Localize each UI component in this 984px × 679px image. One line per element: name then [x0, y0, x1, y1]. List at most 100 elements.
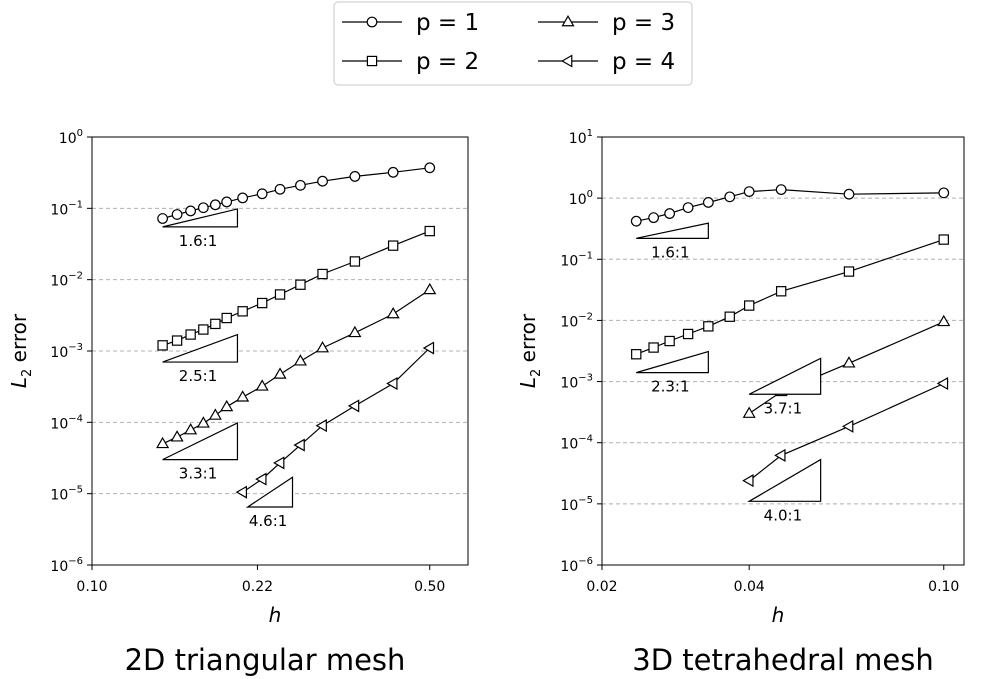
- x-axis-label: h: [269, 603, 282, 627]
- data-point: [274, 289, 286, 300]
- y-tick-exponent: −2: [68, 271, 83, 282]
- data-point: [664, 208, 676, 219]
- data-point: [185, 329, 196, 340]
- y-tick-base: 10: [50, 345, 68, 361]
- y-tick-label: 100: [569, 189, 593, 208]
- y-axis-label-symbol: L: [7, 377, 31, 388]
- legend-label: p = 2: [416, 49, 479, 75]
- data-point: [682, 328, 694, 340]
- y-tick-label: 10−1: [560, 250, 593, 269]
- slope-triangle: 2.3:1: [636, 350, 709, 396]
- data-point: [256, 297, 268, 309]
- slope-label: 4.0:1: [764, 506, 802, 524]
- data-point: [295, 279, 306, 290]
- data-point: [237, 192, 249, 204]
- y-tick-base: 10: [50, 488, 68, 504]
- legend-entry: p = 2: [342, 49, 479, 75]
- y-tick-base: 10: [569, 131, 587, 147]
- data-point: [317, 268, 328, 280]
- series-p-2: [157, 225, 435, 351]
- y-tick-exponent: −4: [68, 413, 83, 424]
- y-tick-label: 10−5: [50, 485, 83, 504]
- data-point: [775, 184, 787, 195]
- legend-entry: p = 3: [538, 10, 675, 36]
- data-point: [843, 266, 855, 277]
- slope-triangle: 1.6:1: [636, 222, 709, 261]
- series-line: [748, 382, 945, 482]
- data-point: [170, 430, 184, 442]
- data-point: [273, 367, 287, 379]
- data-point: [742, 474, 754, 488]
- data-point: [424, 225, 435, 237]
- y-tick-base: 10: [560, 498, 578, 514]
- data-point: [156, 436, 170, 449]
- series-line: [636, 188, 944, 222]
- y-tick-base: 10: [560, 314, 578, 330]
- y-tick-exponent: −1: [578, 250, 593, 261]
- data-point: [386, 307, 400, 319]
- data-point: [648, 212, 659, 224]
- data-point: [210, 318, 221, 330]
- data-point: [171, 335, 183, 346]
- x-tick-label: 0.22: [242, 579, 273, 595]
- panel-title: 2D triangular mesh: [125, 643, 406, 677]
- data-point: [349, 256, 361, 267]
- series-p-1: [630, 184, 950, 227]
- y-axis-label: L2 error: [516, 313, 544, 388]
- slope-triangle: 4.0:1: [746, 458, 822, 524]
- data-point: [220, 399, 234, 412]
- slope-label: 2.5:1: [179, 367, 217, 385]
- data-point: [185, 205, 197, 217]
- data-point: [422, 341, 435, 355]
- data-point: [742, 406, 756, 418]
- legend-label: p = 4: [612, 49, 675, 75]
- data-point: [293, 354, 307, 366]
- slope-triangle: 2.5:1: [162, 333, 239, 385]
- data-point: [295, 179, 306, 191]
- x-tick-label: 0.10: [928, 579, 959, 595]
- data-point: [724, 191, 736, 203]
- data-point: [274, 183, 286, 195]
- y-tick-label: 10−4: [50, 413, 83, 432]
- slope-triangle-shape: [748, 357, 822, 395]
- slope-triangle-shape: [636, 350, 709, 374]
- data-point: [184, 423, 198, 435]
- data-point: [157, 340, 168, 351]
- slope-triangle-shape: [636, 222, 709, 239]
- y-axis-label-subscript: 2: [529, 369, 544, 377]
- slope-triangle-shape: [162, 333, 239, 363]
- data-point: [347, 399, 360, 413]
- slope-triangle: 3.3:1: [162, 421, 239, 483]
- data-point: [209, 199, 221, 211]
- panel-title: 3D tetrahedral mesh: [632, 643, 933, 677]
- data-point: [273, 456, 285, 470]
- y-tick-exponent: −5: [68, 485, 83, 496]
- y-tick-exponent: −4: [578, 434, 593, 445]
- y-axis-label-text: error: [7, 313, 31, 369]
- x-tick-label: 0.04: [734, 579, 765, 595]
- data-point: [703, 321, 714, 332]
- data-point: [256, 188, 268, 200]
- y-tick-base: 10: [50, 559, 68, 575]
- series-line: [242, 347, 431, 493]
- data-point: [315, 341, 330, 353]
- y-tick-exponent: −1: [68, 199, 83, 210]
- x-tick-label: 0.10: [76, 579, 107, 595]
- data-point: [664, 335, 675, 347]
- data-point: [348, 325, 362, 338]
- x-tick-label: 0.50: [414, 579, 445, 595]
- y-tick-base: 10: [560, 437, 578, 453]
- data-point: [349, 171, 361, 182]
- y-tick-label: 10−2: [50, 271, 83, 290]
- x-tick-label: 0.02: [586, 579, 617, 595]
- data-point: [198, 324, 209, 335]
- data-point: [631, 349, 642, 360]
- slope-triangle-shape: [162, 208, 239, 228]
- y-tick-base: 10: [50, 202, 68, 218]
- y-tick-base: 10: [560, 559, 578, 575]
- slope-label: 2.3:1: [651, 378, 689, 396]
- data-point: [293, 438, 305, 452]
- data-point: [775, 286, 787, 297]
- legend-label: p = 1: [416, 10, 479, 36]
